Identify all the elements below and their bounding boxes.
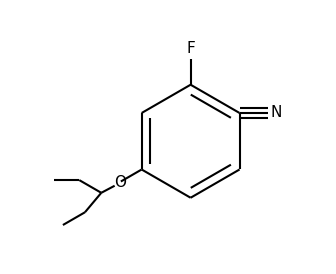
Text: N: N (270, 105, 282, 121)
Text: O: O (114, 175, 126, 190)
Text: F: F (186, 41, 195, 56)
